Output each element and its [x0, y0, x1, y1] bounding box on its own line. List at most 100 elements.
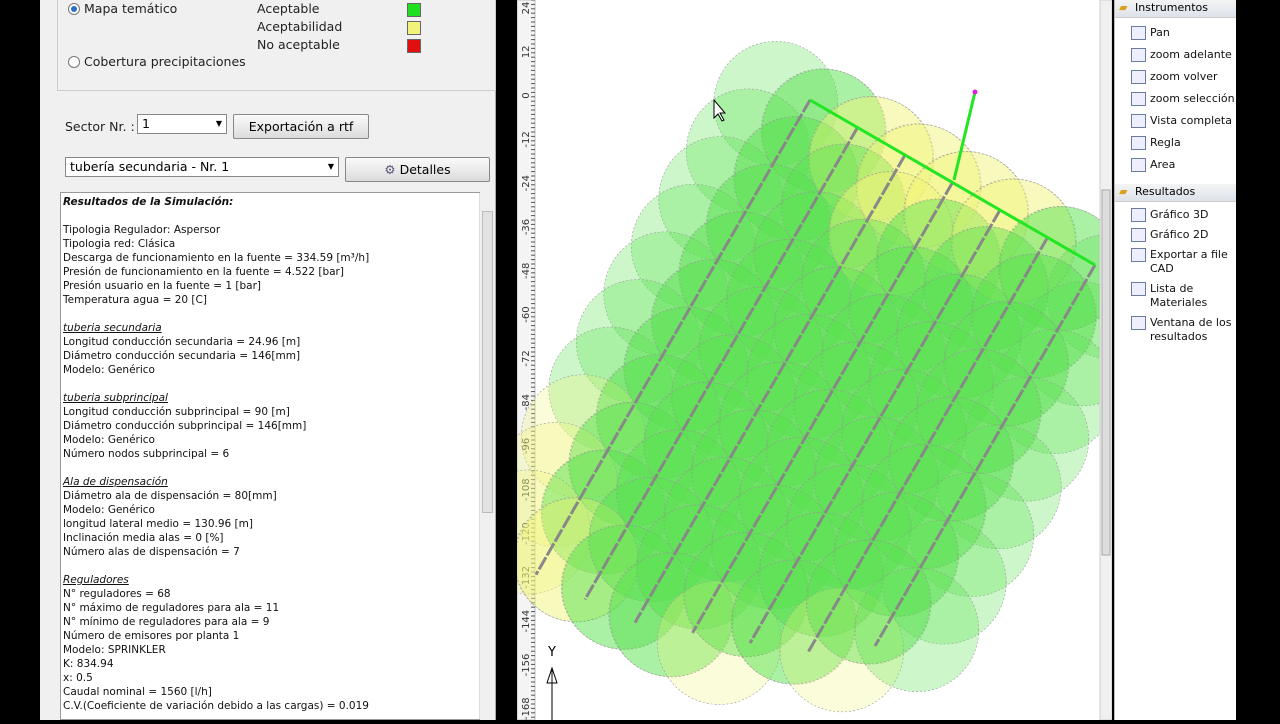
coverage-circle — [923, 226, 1049, 351]
coverage-circle — [609, 552, 735, 678]
coverage-circle — [569, 402, 695, 528]
tool-item[interactable]: zoom volver — [1115, 70, 1236, 84]
coverage-circle — [828, 171, 954, 296]
coverage-circle — [970, 253, 1096, 379]
coverage-circle — [520, 374, 646, 500]
coverage-circle — [800, 218, 926, 344]
coverage-circle — [616, 429, 742, 555]
coverage-circle — [753, 191, 879, 316]
coverage-circle — [876, 199, 1002, 324]
result-line: Diámetro ala de dispensación = 80[mm] — [63, 490, 277, 502]
section-heading: tuberia secundaria — [63, 322, 162, 334]
spacer — [63, 209, 479, 223]
tool-item[interactable]: Regla — [1115, 136, 1236, 150]
feed-pipe — [952, 91, 977, 181]
coverage-circle — [699, 287, 825, 412]
tool-icon — [1131, 158, 1146, 172]
tool-item[interactable]: Exportar a file CAD — [1115, 248, 1236, 276]
tool-label: Ventana de los resultados — [1150, 316, 1232, 343]
sector-combo[interactable]: 1 ▼ — [137, 114, 227, 134]
coverage-circle — [548, 326, 674, 452]
coverage-circle — [759, 512, 885, 638]
lateral — [583, 126, 859, 601]
coverage-circle — [540, 449, 666, 575]
tool-label: zoom volver — [1150, 70, 1218, 83]
tool-item[interactable]: zoom adelante — [1115, 48, 1236, 62]
lateral — [633, 154, 907, 624]
result-line: Número nodos subprincipal = 6 — [63, 448, 230, 460]
tool-item[interactable]: zoom selección — [1115, 92, 1236, 106]
tool-item[interactable]: Ventana de los resultados — [1115, 316, 1236, 344]
radio-label[interactable]: Mapa temático — [84, 1, 178, 16]
result-line: Modelo: Genérico — [63, 364, 155, 376]
coverage-circle — [738, 436, 864, 562]
coverage-circle — [875, 198, 1001, 324]
map-svg: 24 12 0 -12 -24 -36 -48 -60 -72 -84 -96 -108 -120 -13… — [465, 0, 1172, 721]
coverage-circle — [829, 171, 955, 297]
result-line: Tipologia Regulador: Aspersor — [63, 224, 221, 236]
ruler-label: -144 — [521, 610, 532, 633]
coverage-circle — [766, 389, 892, 515]
coverage-circle — [685, 88, 811, 214]
export-button[interactable]: Exportación a rtf — [233, 114, 369, 139]
coverage-circle — [754, 191, 880, 317]
coverage-circle — [561, 525, 687, 650]
coverage-circle — [773, 266, 899, 392]
coverage-circle — [964, 376, 1090, 502]
radio-label[interactable]: Cobertura precipitaciones — [84, 54, 246, 69]
details-button[interactable]: ⚙ Detalles — [345, 157, 490, 182]
coverage-circle — [683, 532, 809, 657]
tool-item[interactable]: Vista completa — [1115, 114, 1236, 128]
section-heading: Ala de dispensación — [63, 476, 168, 488]
result-line: N° máximo de reguladores para ala = 11 — [63, 602, 280, 614]
coverage-circle — [806, 539, 932, 665]
result-line: Presión de funcionamiento en la fuente =… — [63, 266, 344, 278]
scrollbar[interactable] — [479, 193, 495, 719]
tool-item[interactable]: Lista de Materiales — [1115, 282, 1236, 310]
coverage-circle — [889, 397, 1015, 522]
coverage-circle — [710, 484, 836, 610]
coverage-circle — [711, 484, 837, 610]
coverage-circle — [726, 239, 852, 365]
group-title: Resultados — [1135, 185, 1196, 198]
result-line: Tipologia red: Clásica — [63, 238, 176, 250]
result-line: Presión usuario en la fuente = 1 [bar] — [63, 280, 261, 292]
ruler-label: -156 — [521, 654, 532, 677]
legend-swatch — [407, 3, 421, 17]
tool-icon — [1131, 48, 1146, 62]
coverage-circle — [588, 477, 714, 602]
tool-item[interactable]: Gráfico 3D — [1115, 208, 1236, 222]
result-line: Diámetro conducción secundaria = 146[mm] — [63, 350, 301, 362]
coverage-circle — [731, 560, 857, 685]
coverage-circle — [854, 567, 980, 693]
radio-selected[interactable] — [68, 3, 80, 15]
result-line: Modelo: Genérico — [63, 504, 155, 516]
tool-item[interactable]: Area — [1115, 158, 1236, 172]
coverage-circle — [636, 505, 762, 630]
coverage-circle — [671, 334, 797, 460]
coverage-circle — [514, 497, 640, 623]
coverage-circle — [840, 369, 966, 494]
coverage-circle — [841, 369, 967, 495]
coverage-circle — [916, 349, 1042, 475]
results-text: Resultados de la Simulación: Tipologia Re… — [60, 192, 480, 720]
ruler-label: -168 — [521, 697, 532, 720]
coverage-circle — [595, 354, 721, 479]
result-line: Longitud conducción subprincipal = 90 [m… — [63, 406, 290, 418]
coverage-circle — [943, 301, 1069, 426]
coverage-circle — [568, 401, 694, 527]
result-line: Número alas de dispensación = 7 — [63, 546, 240, 558]
tool-item[interactable]: Pan — [1115, 26, 1236, 40]
tool-icon — [1131, 316, 1146, 330]
tool-icon — [1131, 114, 1146, 128]
coverage-circle — [813, 416, 939, 542]
result-line: Número de emisores por planta 1 — [63, 630, 240, 642]
tool-label: zoom selección — [1150, 92, 1235, 105]
coverage-circle — [820, 293, 946, 419]
tool-item[interactable]: Gráfico 2D — [1115, 228, 1236, 242]
coverage-circle — [848, 246, 974, 371]
pipe-combo[interactable]: tubería secundaria - Nr. 1 ▼ — [65, 157, 339, 177]
ruler-label: -24 — [521, 175, 532, 191]
radio[interactable] — [68, 56, 80, 68]
tool-label: Area — [1150, 158, 1176, 171]
